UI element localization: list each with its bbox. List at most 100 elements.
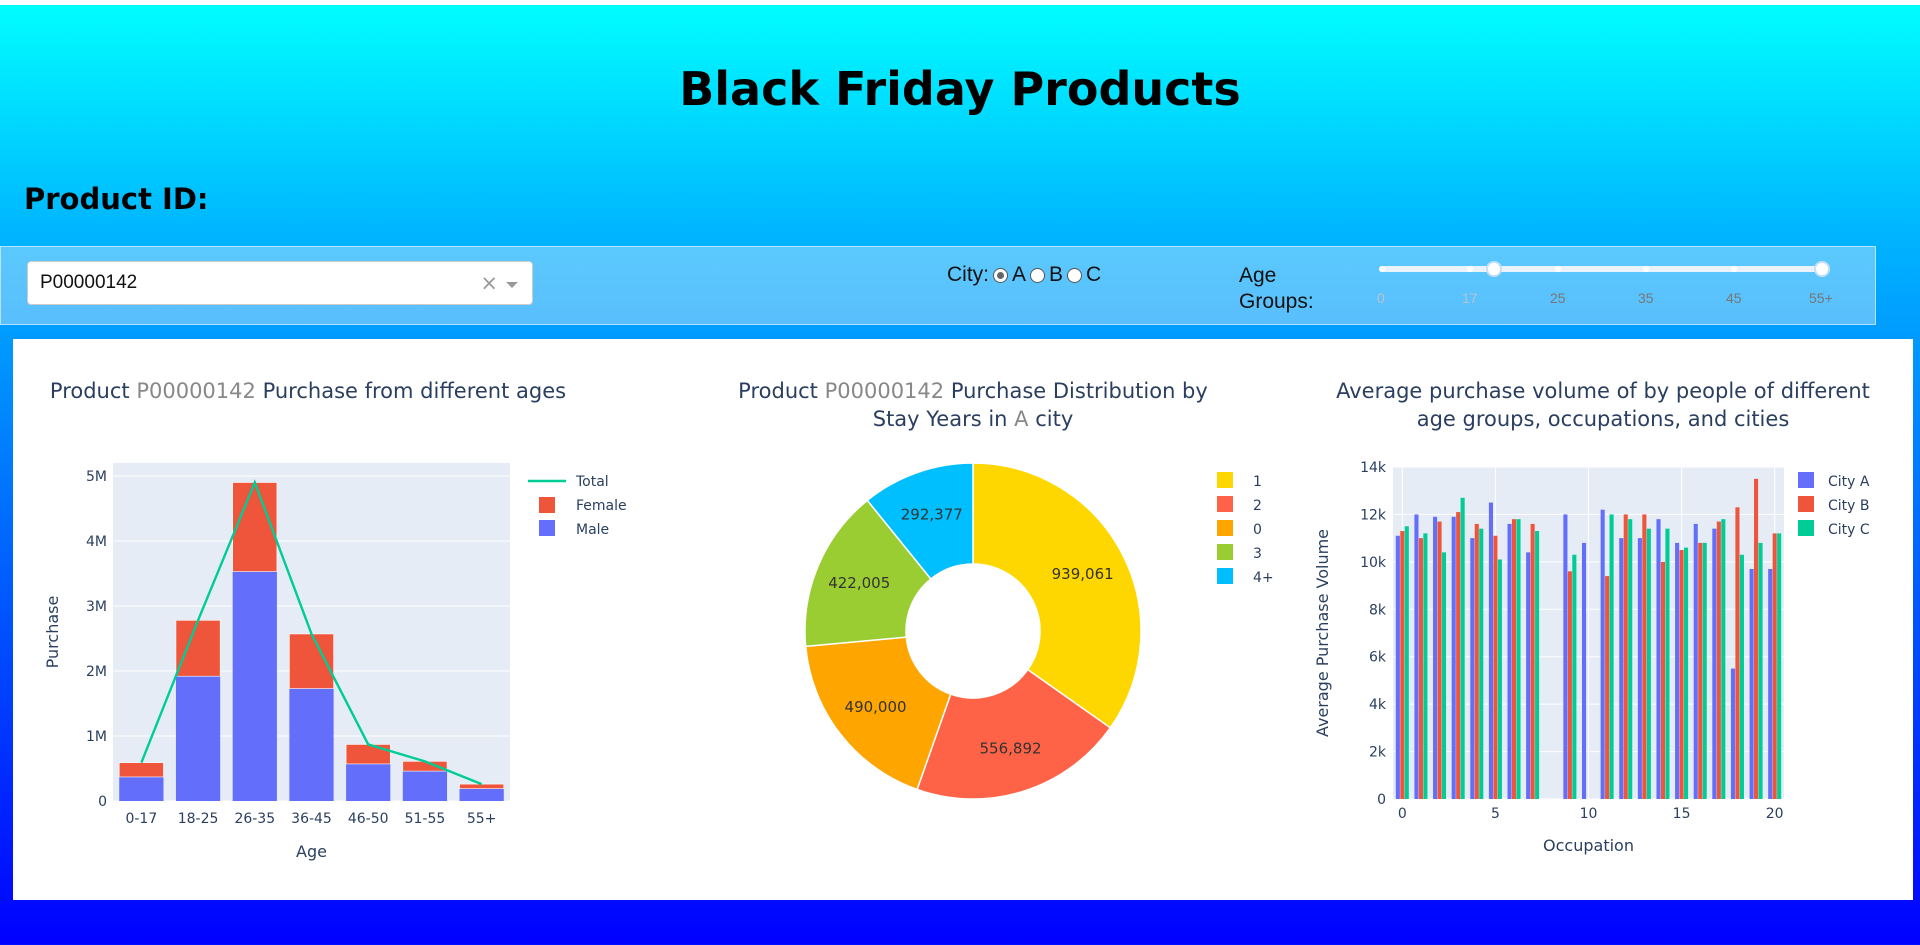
title-product-id: P00000142 [824,379,945,403]
legend-swatch [1798,472,1814,488]
bar-city-a [1433,516,1438,799]
x-tick-label: 18-25 [178,811,219,827]
city-option-c[interactable]: C [1067,263,1101,287]
legend-swatch [1798,520,1814,536]
legend-swatch-male [539,520,555,536]
legend-swatch [1217,544,1233,560]
bar-city-b [1642,514,1647,799]
bar-city-c [1516,519,1521,799]
legend-swatch-female [539,497,555,513]
age-groups-label: Age Groups: [1239,263,1314,315]
legend-swatch [1217,472,1233,488]
age-purchase-chart: 0 1M 2M 3M 4M 5M 0-17 18-25 26-35 36-45 46-50 51-55… [43,463,627,861]
product-id-dropdown[interactable]: P00000142 × [27,261,533,305]
bar-city-c [1628,519,1633,799]
slice-label: 556,892 [980,740,1042,758]
slice-label: 292,377 [901,506,963,524]
bar-city-b [1623,514,1628,799]
top-strip [0,0,1920,5]
x-tick-label: 15 [1673,806,1691,822]
legend-label: Total [575,474,609,490]
bar-female [345,744,391,765]
bar-city-c [1777,533,1782,799]
bar-city-a [1581,542,1587,799]
slider-tick-label: 17 [1462,290,1478,306]
y-tick-label: 5M [86,469,107,485]
city-option-b[interactable]: B [1030,263,1063,287]
bar-city-a [1675,542,1680,799]
bar-male [175,676,221,801]
bar-city-c [1460,497,1465,799]
bar-city-a [1656,519,1661,799]
bar-female [459,783,505,789]
donut-slice [916,668,1112,800]
bar-city-b [1735,507,1740,799]
bar-city-a [1563,514,1568,799]
occupation-chart-title: Average purchase volume of by people of … [1263,377,1920,433]
donut-slice [804,499,932,648]
bar-city-a [1768,568,1773,799]
bar-city-a [1451,516,1456,799]
bar-city-a [1749,568,1754,799]
occupation-chart: 0 2k 4k 6k 8k 10k 12k 14k 0 5 10 15 20 Occupation Aver… [1313,460,1870,855]
bar-city-a [1600,509,1605,799]
legend-label: 2 [1253,498,1262,514]
y-tick-label: 12k [1360,507,1387,523]
slider-tick-label: 25 [1550,290,1566,306]
x-tick-label: 5 [1491,806,1500,822]
y-tick-label: 4k [1369,697,1387,713]
y-tick-label: 2M [86,664,107,680]
slider-tick-label: 45 [1726,290,1742,306]
bar-city-c [1684,547,1689,799]
x-tick-label: 51-55 [405,811,446,827]
age-range-slider[interactable]: 0 17 25 35 45 55+ [1373,259,1843,314]
bar-female [232,482,278,572]
bar-city-a [1619,538,1624,799]
slider-handle-high[interactable] [1814,261,1830,277]
title-part: Purchase from different ages [255,379,567,403]
controls-bar: P00000142 × City: A B C Age Groups: 0 17 [0,246,1876,325]
y-axis-label: Average Purchase Volume [1313,529,1332,737]
x-tick-label: 10 [1580,806,1598,822]
title-part: Product [738,379,825,403]
age-groups-label-line1: Age [1239,264,1277,287]
bar-city-a [1488,502,1493,799]
title-part: Purchase Distribution by [944,379,1208,403]
slider-handle-low[interactable] [1486,261,1502,277]
city-option-a[interactable]: A [993,263,1026,287]
x-axis-label: Occupation [1543,836,1634,855]
product-id-label: Product ID: [24,182,209,216]
bar-city-b [1474,523,1479,799]
bar-city-c [1423,533,1428,799]
radio-icon[interactable] [993,267,1008,283]
title-line: age groups, occupations, and cities [1416,407,1790,431]
bar-city-a [1730,668,1736,799]
clear-icon[interactable]: × [480,271,498,295]
bar-female [175,619,221,677]
bar-city-c [1572,554,1577,799]
y-tick-label: 3M [86,599,107,615]
x-tick-label: 36-45 [291,811,332,827]
slider-tick-label: 0 [1377,290,1385,306]
legend-label: 1 [1253,474,1262,490]
radio-icon[interactable] [1030,267,1046,283]
y-tick-label: 4M [86,534,107,550]
chevron-down-icon[interactable] [506,282,518,288]
legend-swatch [1798,496,1814,512]
bar-city-c [1479,528,1484,799]
slider-mark [1643,266,1649,272]
legend-swatch [1217,520,1233,536]
title-product-id: P00000142 [136,379,256,403]
bar-city-b [1716,521,1721,799]
radio-icon[interactable] [1067,267,1083,283]
bar-city-c [1497,559,1502,799]
bar-city-b [1400,531,1405,799]
bar-city-b [1418,538,1423,799]
bar-city-a [1693,523,1698,799]
bar-male [459,788,504,801]
slider-rail[interactable] [1379,266,1826,272]
bar-city-c [1702,542,1707,799]
slider-tick-label: 35 [1638,290,1654,306]
bar-city-a [1507,523,1512,799]
y-tick-label: 14k [1360,460,1387,476]
